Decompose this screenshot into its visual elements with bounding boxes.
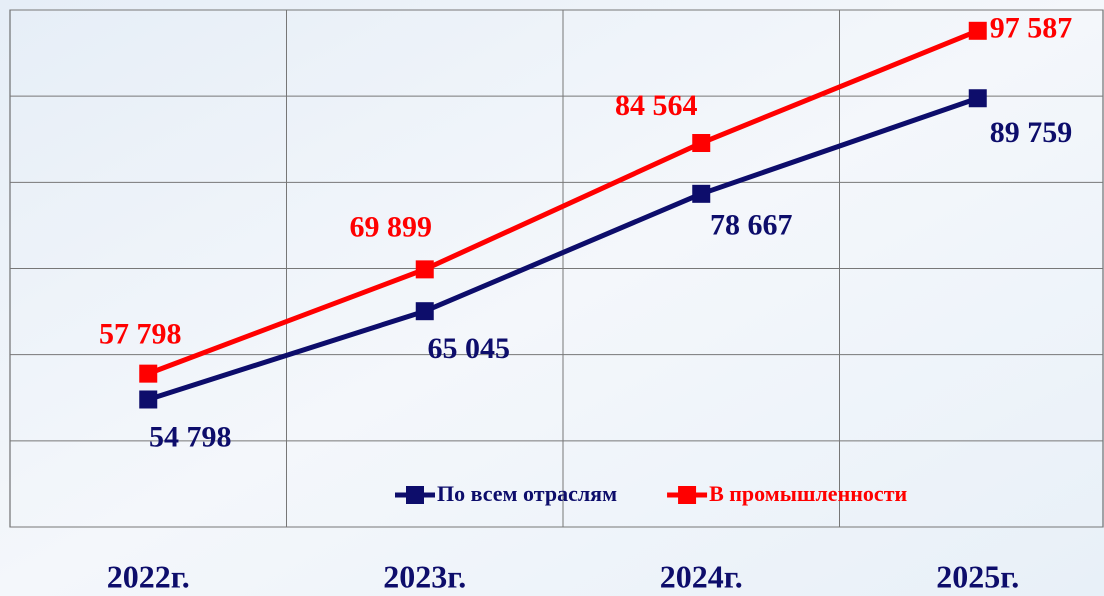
legend-label: В промышленности xyxy=(709,481,907,506)
legend-marker xyxy=(678,486,697,504)
legend-label: По всем отраслям xyxy=(437,481,617,506)
x-tick-label: 2022г. xyxy=(107,558,190,594)
data-label: 84 564 xyxy=(615,89,698,122)
data-label: 54 798 xyxy=(149,420,232,453)
marker xyxy=(415,260,434,279)
data-label: 97 587 xyxy=(990,12,1073,45)
data-label: 65 045 xyxy=(428,332,511,365)
marker xyxy=(139,364,158,383)
data-label: 69 899 xyxy=(350,210,433,243)
legend-marker xyxy=(406,486,424,504)
data-label: 57 798 xyxy=(99,318,182,351)
series-line xyxy=(147,28,979,376)
series-line xyxy=(147,95,979,402)
x-tick-label: 2025г. xyxy=(936,558,1019,594)
data-label: 78 667 xyxy=(710,209,793,242)
x-tick-label: 2024г. xyxy=(660,558,743,594)
data-label: 89 759 xyxy=(990,116,1073,149)
x-tick-label: 2023г. xyxy=(383,558,466,594)
marker xyxy=(692,134,711,153)
marker xyxy=(415,302,434,321)
marker xyxy=(139,390,158,409)
marker xyxy=(968,89,987,108)
marker xyxy=(692,184,711,203)
marker xyxy=(968,21,987,40)
